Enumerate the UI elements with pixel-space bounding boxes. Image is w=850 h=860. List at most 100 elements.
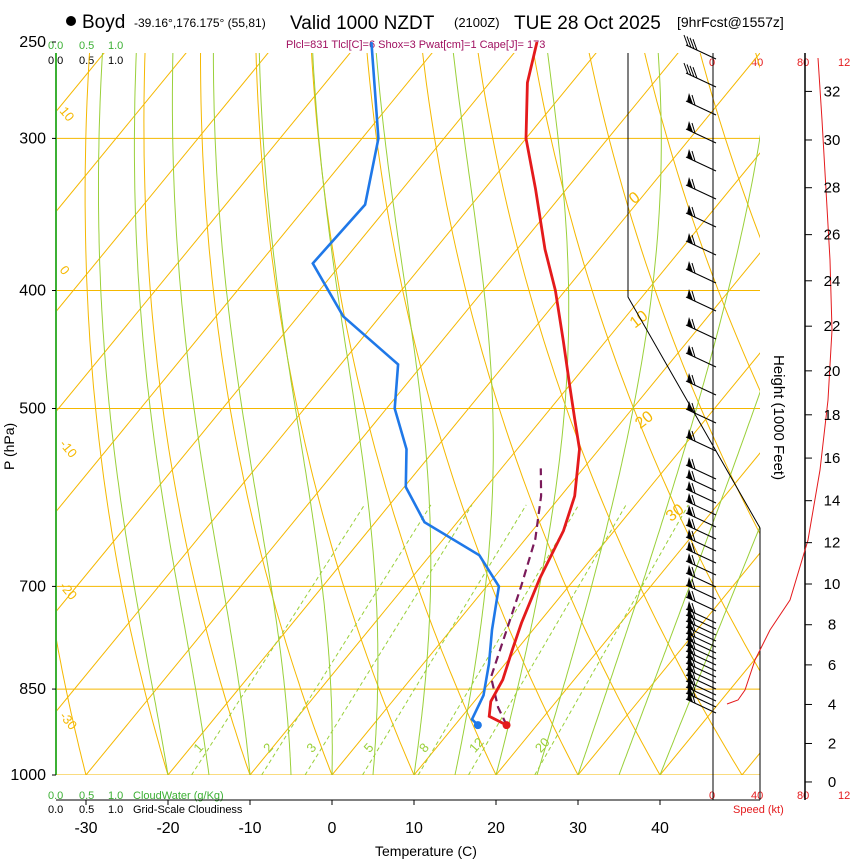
parcel-path bbox=[489, 468, 543, 726]
wind-barb-feather bbox=[691, 318, 696, 330]
header: Boyd -39.16°,176.175° (55,81) Valid 1000… bbox=[66, 12, 784, 51]
wind-barb-flag bbox=[687, 457, 693, 468]
height-tick-label: 0 bbox=[828, 774, 836, 791]
temperature-line bbox=[487, 41, 581, 727]
wind-barb-feather bbox=[691, 668, 696, 680]
wind-barb bbox=[685, 529, 717, 552]
moist-adiabat-line bbox=[375, 53, 432, 775]
height-tick-label: 30 bbox=[824, 132, 841, 149]
wind-barb-flag bbox=[687, 553, 693, 564]
isotherm-line bbox=[56, 53, 187, 213]
pressure-axis-label: P (hPa) bbox=[1, 423, 17, 470]
wind-barb-shaft bbox=[685, 512, 717, 528]
wind-barb-flag bbox=[687, 401, 693, 412]
dry-adiabat-line bbox=[311, 53, 497, 775]
wind-barb-shaft bbox=[685, 536, 717, 552]
pressure-tick-label: 300 bbox=[19, 130, 46, 147]
wind-barb-feather bbox=[691, 374, 696, 386]
moist-adiabat-line bbox=[258, 53, 333, 775]
moist-adiabat-line bbox=[495, 53, 570, 775]
pressure-tick-label: 500 bbox=[19, 401, 46, 418]
wind-barb-shaft bbox=[685, 662, 717, 678]
wind-barb bbox=[685, 481, 717, 504]
wind-barb-flag bbox=[687, 577, 693, 588]
cloudwater-tick-top: 0.0 bbox=[48, 40, 63, 52]
isotherm-line bbox=[413, 352, 760, 775]
height-tick-label: 2 bbox=[828, 735, 836, 752]
height-tick-label: 12 bbox=[824, 535, 841, 552]
surface-temperature-point bbox=[502, 721, 511, 730]
wind-barb bbox=[685, 553, 717, 576]
pressure-tick-label: 250 bbox=[19, 34, 46, 51]
wind-barb-shaft bbox=[685, 240, 717, 256]
dry-adiabat-line bbox=[143, 53, 251, 775]
moist-adiabat-line bbox=[133, 53, 210, 775]
wind-barb-shaft bbox=[685, 128, 717, 144]
wind-barb-flag bbox=[687, 565, 693, 576]
cloud-scale-top: 0.0 0.5 1.0 0.0 0.5 1.0 bbox=[48, 40, 123, 67]
wind-barb-flag bbox=[687, 233, 693, 244]
wind-barb-flag bbox=[687, 517, 693, 528]
height-tick-label: 32 bbox=[824, 83, 841, 100]
wind-barb bbox=[685, 577, 717, 600]
dewpoint-line bbox=[311, 41, 501, 727]
isotherm-line bbox=[167, 53, 760, 775]
dry-adiabat-line bbox=[56, 634, 87, 775]
wind-barb-feather bbox=[691, 644, 696, 656]
wind-barb-feather bbox=[691, 626, 696, 638]
wind-barb-feather bbox=[691, 206, 696, 218]
wind-barb-flag bbox=[687, 529, 693, 540]
wind-barb-feather bbox=[691, 290, 696, 302]
wind-barb-feather bbox=[691, 402, 696, 414]
isotherm-line bbox=[249, 152, 760, 775]
dry-adiabat-line bbox=[644, 53, 760, 392]
wind-barb-shaft bbox=[685, 686, 717, 702]
pressure-tick-label: 1000 bbox=[10, 767, 46, 784]
wind-barb-feather bbox=[691, 686, 696, 698]
location-dot-icon bbox=[66, 16, 76, 26]
cloudwater-label: CloudWater (g/Kg) bbox=[133, 790, 224, 802]
height-tick-label: 24 bbox=[824, 273, 841, 290]
wind-barb-shaft bbox=[685, 584, 717, 600]
wind-barb-shaft bbox=[685, 626, 717, 642]
wind-barb-flag bbox=[687, 505, 693, 516]
forecast-info: [9hrFcst@1557z] bbox=[677, 14, 784, 30]
wind-barb-shaft bbox=[685, 632, 717, 648]
dry-adiabat-line bbox=[84, 53, 169, 775]
speed-tick-bottom: 12 bbox=[838, 790, 850, 802]
speed-tick-bottom: 0 bbox=[709, 790, 715, 802]
wind-barb-flag bbox=[687, 289, 693, 300]
temperature-tick-label: 20 bbox=[487, 820, 505, 837]
wind-barb-shaft bbox=[685, 408, 717, 424]
wind-barb bbox=[685, 289, 717, 312]
wind-barb bbox=[685, 589, 717, 612]
wind-barb-feather bbox=[691, 234, 696, 246]
wind-barb-shaft bbox=[685, 324, 717, 340]
mixing-ratio-line bbox=[304, 504, 473, 775]
temperature-tick-label: 0 bbox=[328, 820, 337, 837]
wind-barb-flag bbox=[687, 149, 693, 160]
wind-barb-shaft bbox=[685, 436, 717, 452]
moist-adiabat-line bbox=[212, 53, 292, 775]
mixing-ratio-line bbox=[191, 504, 365, 775]
wind-barb-shaft bbox=[685, 656, 717, 672]
wind-barb-flag bbox=[687, 589, 693, 600]
wind-barb bbox=[685, 429, 717, 452]
wind-barb bbox=[683, 34, 717, 60]
temperature-tick-label: 10 bbox=[405, 820, 423, 837]
wind-barb-shaft bbox=[685, 674, 717, 690]
mixing-ratio-line bbox=[362, 504, 527, 775]
wind-barb bbox=[685, 345, 717, 368]
wind-barb-shaft bbox=[685, 500, 717, 516]
wind-barb bbox=[685, 149, 717, 172]
wind-barb-feather bbox=[683, 62, 689, 75]
cloudiness-tick-bottom: 0.0 bbox=[48, 804, 63, 816]
wind-barb-flag bbox=[687, 261, 693, 272]
wind-barb bbox=[685, 177, 717, 200]
wind-barb-shaft bbox=[685, 548, 717, 564]
wind-barb-feather bbox=[691, 346, 696, 358]
wind-barb-feather bbox=[686, 64, 692, 76]
dry-adiabat-line bbox=[366, 53, 579, 775]
